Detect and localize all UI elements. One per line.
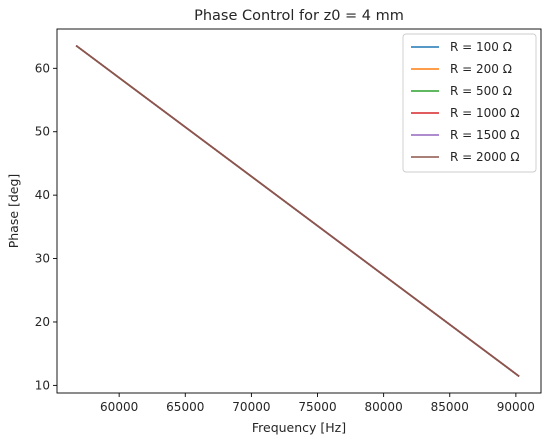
chart-title: Phase Control for z0 = 4 mm bbox=[194, 8, 404, 24]
x-tick-label: 80000 bbox=[365, 400, 403, 414]
x-axis-ticks: 60000 65000 70000 75000 80000 85000 90000 bbox=[100, 393, 535, 414]
y-axis-ticks: 10 20 30 40 50 60 bbox=[35, 61, 57, 392]
x-tick-label: 85000 bbox=[431, 400, 469, 414]
legend: R = 100 Ω R = 200 Ω R = 500 Ω R = 1000 Ω R =… bbox=[402, 33, 537, 173]
y-tick-label: 10 bbox=[35, 378, 50, 392]
series-layer bbox=[75, 44, 520, 378]
legend-entry: R = 1000 Ω bbox=[450, 106, 520, 120]
x-tick-label: 70000 bbox=[232, 400, 270, 414]
y-tick-label: 40 bbox=[35, 188, 50, 202]
legend-entry: R = 2000 Ω bbox=[450, 150, 520, 164]
y-axis-label: Phase [deg] bbox=[6, 174, 21, 249]
y-tick-label: 60 bbox=[35, 61, 50, 75]
y-tick-label: 30 bbox=[35, 252, 50, 266]
legend-entry: R = 1500 Ω bbox=[450, 128, 520, 142]
x-tick-label: 75000 bbox=[298, 400, 336, 414]
y-tick-label: 50 bbox=[35, 125, 50, 139]
x-axis-label: Frequency [Hz] bbox=[252, 420, 346, 435]
x-tick-label: 90000 bbox=[497, 400, 535, 414]
legend-entry: R = 100 Ω bbox=[450, 40, 512, 54]
legend-entry: R = 200 Ω bbox=[450, 62, 512, 76]
series-line-5 bbox=[75, 44, 520, 378]
y-tick-label: 20 bbox=[35, 315, 50, 329]
legend-entry: R = 500 Ω bbox=[450, 84, 512, 98]
x-tick-label: 65000 bbox=[166, 400, 204, 414]
x-tick-label: 60000 bbox=[100, 400, 138, 414]
